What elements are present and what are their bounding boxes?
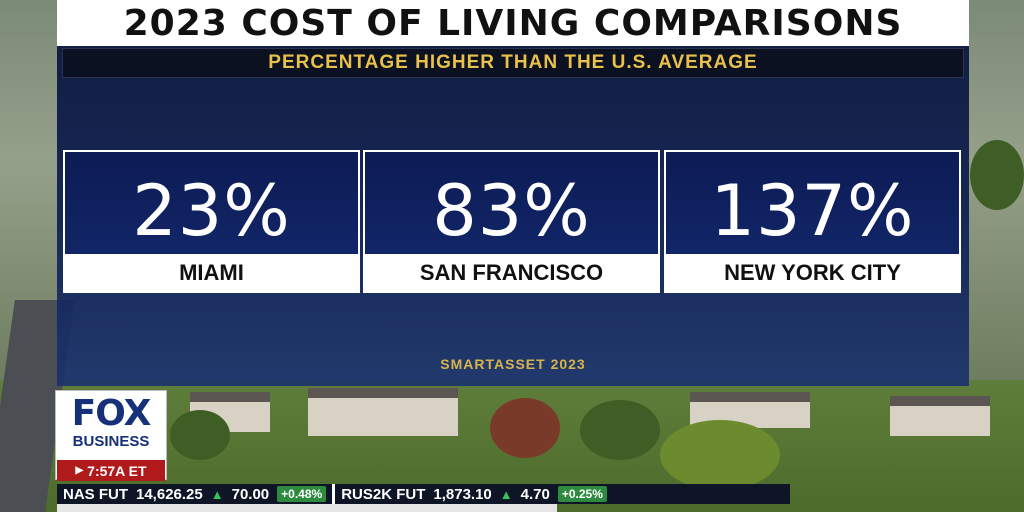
background-tree [660,420,780,490]
subtitle-bar: PERCENTAGE HIGHER THAN THE U.S. AVERAGE [62,48,964,78]
card-city-bar: NEW YORK CITY [666,254,959,291]
ticker-price: 14,626.25 [136,485,203,503]
up-arrow-icon: ▲ [499,486,513,502]
background-tree [490,398,560,458]
ticker-price: 1,873.10 [433,485,492,503]
card-city-bar: SAN FRANCISCO [365,254,658,291]
page-title: 2023 COST OF LIVING COMPARISONS [123,2,903,44]
card-city: NEW YORK CITY [724,259,901,285]
card-value: 23% [132,170,291,252]
comparison-cards: 23% MIAMI 83% SAN FRANCISCO 137% NEW YOR… [63,150,961,293]
page-subtitle: PERCENTAGE HIGHER THAN THE U.S. AVERAGE [268,52,758,73]
source-credit: SMARTASSET 2023 [440,356,586,372]
ticker-item: RUS2K FUT 1,873.10 ▲ 4.70 +0.25% [335,486,613,503]
background-house [308,388,458,436]
background-tree [970,140,1024,210]
time-text: 7:57A ET [87,462,147,479]
card-city: SAN FRANCISCO [419,259,604,285]
card-city: MIAMI [179,259,244,285]
ticker-percent: +0.25% [557,486,607,502]
up-arrow-icon: ▲ [210,486,224,502]
card-miami: 23% MIAMI [63,150,360,293]
secondary-ticker [57,504,557,512]
background-tree [580,400,660,460]
ticker-change: 4.70 [520,485,550,503]
time-badge: ▶ 7:57A ET [57,460,165,481]
logo-fox-text: FOX [71,393,152,434]
title-bar: 2023 COST OF LIVING COMPARISONS [57,0,969,46]
ticker-percent: +0.48% [277,486,327,502]
play-icon: ▶ [75,465,84,476]
ticker-divider [332,484,336,504]
background-house [890,396,990,436]
card-value: 137% [710,170,915,252]
ticker-symbol: NAS FUT [63,485,128,503]
stock-ticker: NAS FUT 14,626.25 ▲ 70.00 +0.48% RUS2K F… [57,484,790,504]
card-new-york-city: 137% NEW YORK CITY [664,150,961,293]
ticker-change: 70.00 [231,485,270,503]
ticker-symbol: RUS2K FUT [341,485,426,503]
card-san-francisco: 83% SAN FRANCISCO [363,150,660,293]
logo-business-text: BUSINESS [72,433,150,450]
ticker-item: NAS FUT 14,626.25 ▲ 70.00 +0.48% [57,486,332,503]
background-tree [170,410,230,460]
card-city-bar: MIAMI [65,254,358,291]
card-value: 83% [432,170,591,252]
